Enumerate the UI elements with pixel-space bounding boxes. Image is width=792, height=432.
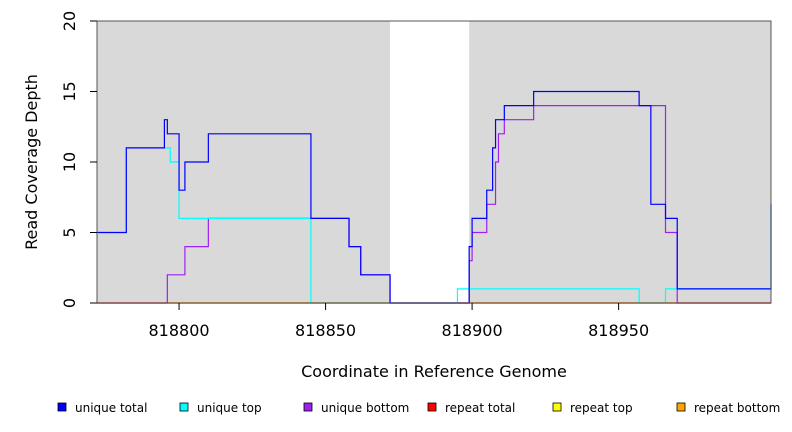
x-tick-label: 818900 bbox=[442, 321, 503, 340]
y-axis: 0 5 10 15 20 bbox=[60, 11, 97, 308]
legend-swatch-repeat-total bbox=[427, 402, 437, 412]
legend-label-unique-bottom: unique bottom bbox=[321, 401, 409, 415]
x-tick-label: 818800 bbox=[149, 321, 210, 340]
legend-swatch-unique-bottom bbox=[303, 402, 313, 412]
y-tick-label: 0 bbox=[60, 298, 79, 308]
y-tick-label: 15 bbox=[60, 81, 79, 101]
legend-label-repeat-bottom: repeat bottom bbox=[694, 401, 780, 415]
legend-label-repeat-top: repeat top bbox=[570, 401, 633, 415]
x-tick-label: 818950 bbox=[588, 321, 649, 340]
shaded-region-2 bbox=[469, 21, 771, 303]
legend-label-unique-top: unique top bbox=[197, 401, 262, 415]
legend-label-unique-total: unique total bbox=[75, 401, 147, 415]
x-tick-label: 818850 bbox=[295, 321, 356, 340]
legend: unique total unique top unique bottom repea… bbox=[57, 401, 780, 415]
legend-swatch-unique-total bbox=[57, 402, 67, 412]
y-tick-label: 10 bbox=[60, 152, 79, 172]
series-unique-total bbox=[97, 90, 772, 304]
x-axis-title: Coordinate in Reference Genome bbox=[301, 362, 567, 381]
shaded-regions bbox=[97, 21, 771, 303]
y-tick-label: 20 bbox=[60, 11, 79, 31]
legend-swatch-unique-top bbox=[179, 402, 189, 412]
y-tick-label: 5 bbox=[60, 227, 79, 237]
legend-swatch-repeat-bottom bbox=[676, 402, 686, 412]
shaded-region-1 bbox=[97, 21, 391, 303]
legend-label-repeat-total: repeat total bbox=[445, 401, 515, 415]
legend-swatch-repeat-top bbox=[552, 402, 562, 412]
x-axis: 818800 818850 818900 818950 bbox=[149, 303, 649, 340]
y-axis-title: Read Coverage Depth bbox=[22, 74, 41, 250]
